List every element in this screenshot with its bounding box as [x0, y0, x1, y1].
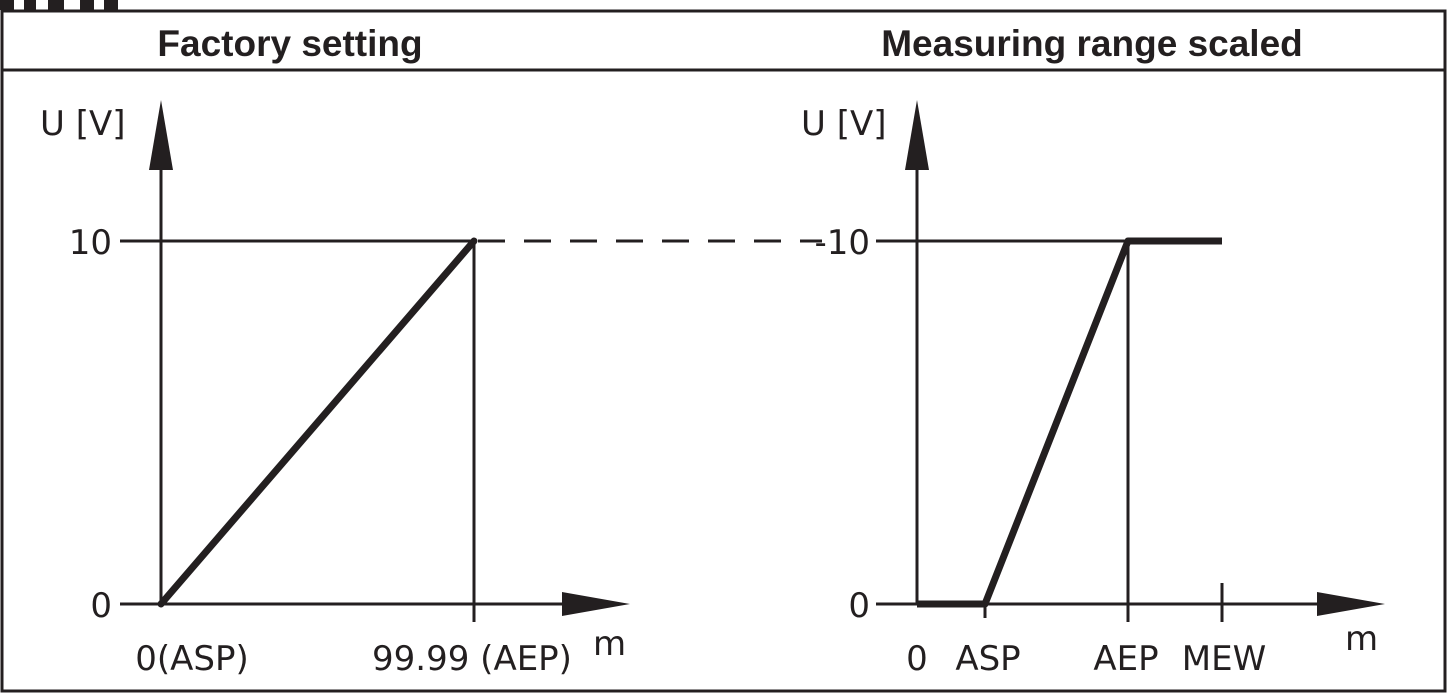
- left-x-tick-label-asp: 0(ASP): [135, 639, 249, 679]
- right-x-axis-label: m: [1345, 619, 1378, 659]
- right-y-tick-label-0: 0: [848, 586, 870, 626]
- left-y-axis-label: U [V]: [40, 104, 125, 144]
- left-y-tick-label-10: 10: [69, 223, 112, 263]
- left-y-tick-label-0: 0: [90, 586, 112, 626]
- right-x-axis-arrow: [1317, 592, 1385, 616]
- right-y-tick-label-10: -10: [814, 223, 870, 263]
- right-x-tick-label-aep: AEP: [1093, 639, 1158, 679]
- right-y-axis-arrow: [905, 100, 929, 170]
- table-frame: [0, 9, 1447, 693]
- left-characteristic-line: [157, 237, 478, 608]
- left-x-tick-label-aep: 99.99 (AEP): [372, 639, 572, 679]
- right-characteristic-line: [917, 237, 1222, 608]
- left-y-axis-arrow: [149, 100, 173, 170]
- page-title-fragment: [0, 0, 118, 10]
- right-x-tick-label-mew: MEW: [1182, 639, 1266, 679]
- header-measuring-range-scaled: Measuring range scaled: [881, 23, 1303, 64]
- right-y-axis-label: U [V]: [801, 104, 886, 144]
- left-x-axis-label: m: [593, 624, 626, 664]
- right-x-tick-label-zero: 0: [906, 639, 928, 679]
- header-factory-setting: Factory setting: [157, 23, 422, 64]
- right-x-tick-label-asp: ASP: [955, 639, 1020, 679]
- left-x-axis-arrow: [562, 592, 630, 616]
- right-panel: U [V] m -10 0 0 ASP AEP MEW: [801, 100, 1385, 679]
- left-panel: U [V] m 10 0 0(ASP) 99.99 (AEP): [40, 100, 630, 679]
